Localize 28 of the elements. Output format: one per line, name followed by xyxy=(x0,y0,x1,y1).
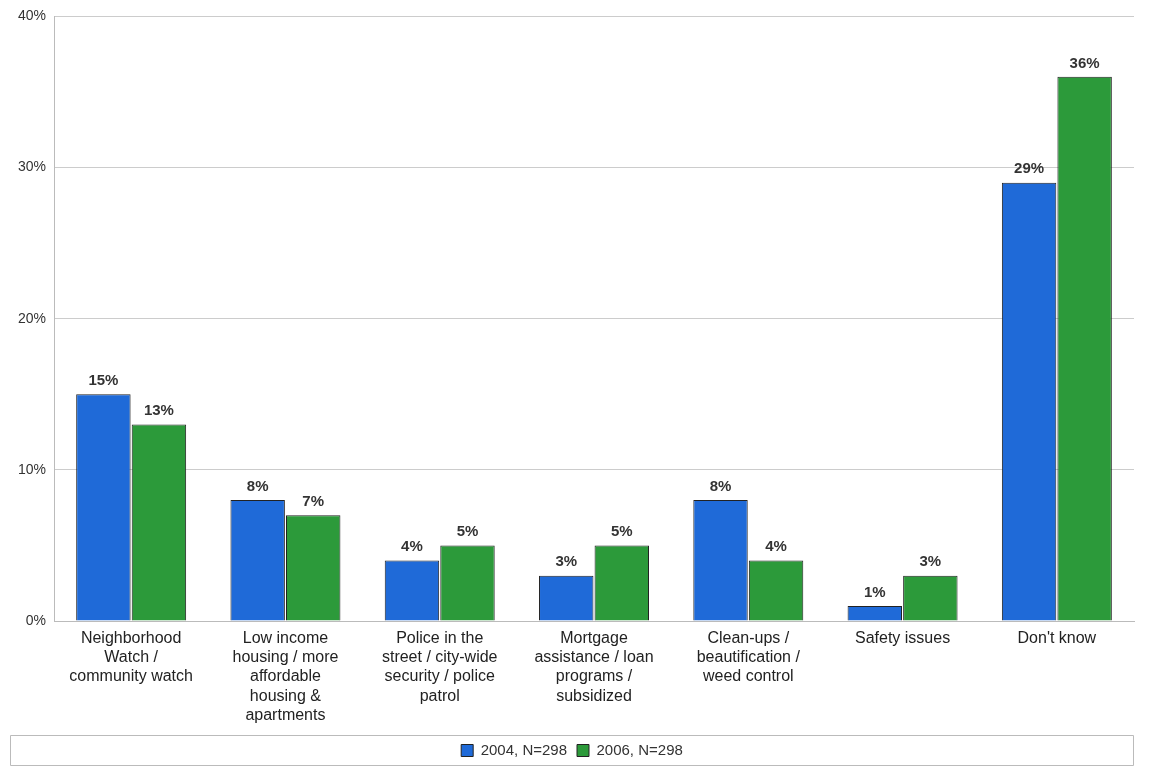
x-tick-label: Mortgage assistance / loan programs / subsidized xyxy=(534,629,654,704)
data-label: 5% xyxy=(610,522,633,540)
data-label: 13% xyxy=(143,401,174,419)
y-tick-label: 10% xyxy=(17,460,47,477)
x-tick-label: Clean-ups / beautification / weed control xyxy=(696,629,801,685)
data-label: 4% xyxy=(401,537,423,555)
data-label: 8% xyxy=(709,476,732,494)
data-label: 4% xyxy=(765,537,787,555)
y-tick-label: 30% xyxy=(17,158,47,175)
y-tick-label: 20% xyxy=(17,309,47,326)
x-tick-label: Police in the street / city-wide security / police patrol xyxy=(381,629,498,704)
legend-label: 2004, N=298 xyxy=(480,740,567,758)
data-label: 5% xyxy=(456,522,479,540)
data-label: 3% xyxy=(919,552,942,570)
data-label: 7% xyxy=(302,491,325,509)
x-tick-label: Low income housing / more affordable housing & apartments xyxy=(232,629,339,723)
data-label: 8% xyxy=(246,476,269,494)
legend-label: 2006, N=298 xyxy=(596,740,683,758)
data-label: 3% xyxy=(555,552,578,570)
data-label: 1% xyxy=(863,582,886,600)
data-label: 15% xyxy=(88,370,119,388)
data-label: 29% xyxy=(1014,159,1045,177)
data-label: 36% xyxy=(1069,53,1100,71)
x-tick-label: Don't know xyxy=(1017,629,1097,647)
x-tick-label: Neighborhood Watch / community watch xyxy=(69,629,193,685)
y-tick-label: 40% xyxy=(17,7,47,24)
x-tick-label: Safety issues xyxy=(855,629,951,647)
y-tick-label: 0% xyxy=(25,611,47,628)
